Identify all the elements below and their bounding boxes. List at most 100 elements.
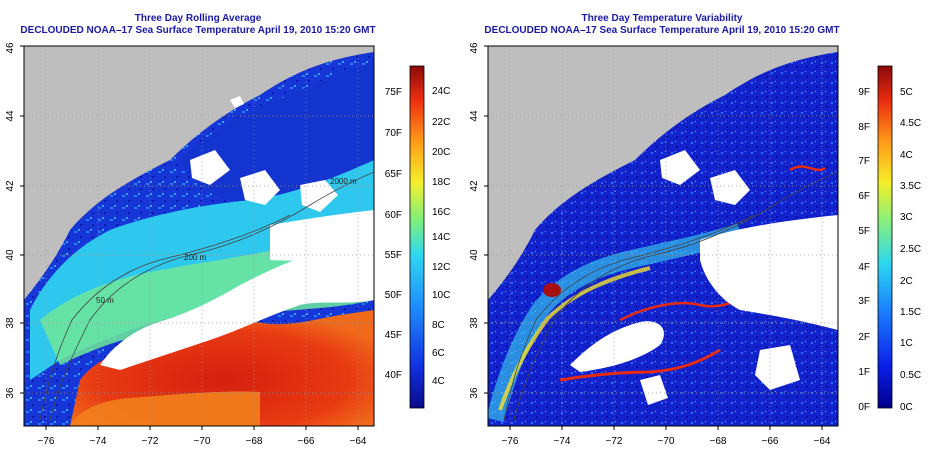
- y-tick-label: 44: [469, 110, 480, 122]
- colorbar-f-label: 50F: [385, 290, 402, 301]
- cloud-patch-2: [240, 170, 280, 205]
- contour-label-200m-a: 200 m: [184, 253, 207, 262]
- x-tick-label: −74: [554, 436, 571, 447]
- colorbar-c-label: 22C: [432, 117, 450, 128]
- cloud-patch-1: [190, 150, 230, 185]
- colorbar-f-label: 0F: [858, 402, 870, 413]
- colorbar-c-label: 14C: [432, 232, 450, 243]
- x-tick-label: −76: [38, 436, 55, 447]
- y-tick-label: 42: [469, 180, 480, 192]
- colorbar-f-label: 60F: [385, 210, 402, 221]
- colorbar-c-label: 2C: [900, 276, 913, 287]
- y-tick-label: 46: [5, 42, 16, 54]
- colorbar-c-label: 0C: [900, 402, 913, 413]
- colorbar-c-label: 2.5C: [900, 244, 921, 255]
- colorbar-c-label: 6C: [432, 348, 445, 359]
- right-map: [488, 46, 838, 426]
- x-tick-label: −76: [502, 436, 519, 447]
- shelf-variability-yellow: [498, 266, 651, 411]
- y-tick-label: 40: [5, 249, 16, 261]
- colorbar-f-label: 6F: [858, 191, 870, 202]
- x-tick-label: −68: [246, 436, 263, 447]
- x-tick-label: −70: [194, 436, 211, 447]
- right-map-frame: [487, 45, 839, 427]
- contour-label-50m: 50 m: [96, 296, 114, 305]
- cloud-mask: [570, 321, 664, 372]
- y-tick-label: 36: [469, 387, 480, 399]
- colorbar-c-label: 10C: [432, 290, 450, 301]
- colorbar-c-label: 0.5C: [900, 370, 921, 381]
- colorbar-f-label: 4F: [858, 262, 870, 273]
- left-colorbar: 75F 70F 65F 60F 55F 50F 45F 40F 24C 22C …: [385, 65, 450, 409]
- colorbar-f-label: 2F: [858, 332, 870, 343]
- colorbar-c-label: 4C: [900, 150, 913, 161]
- x-tick-label: −70: [658, 436, 675, 447]
- right-graticule: [488, 46, 838, 426]
- colorbar-c-label: 16C: [432, 207, 450, 218]
- colorbar-f-label: 8F: [858, 122, 870, 133]
- x-tick-label: −68: [710, 436, 727, 447]
- left-graticule: [24, 46, 374, 426]
- colorbar-f-label: 5F: [858, 226, 870, 237]
- colorbar-f-label: 55F: [385, 250, 402, 261]
- depth-contour-200m: [49, 171, 374, 421]
- colorbar-c-label: 4.5C: [900, 118, 921, 129]
- cloud-patch-1: [660, 150, 700, 185]
- right-x-axis: −76 −74 −72 −70 −68 −66 −64: [502, 426, 831, 447]
- y-tick-label: 40: [469, 249, 480, 261]
- x-tick-label: −64: [814, 436, 831, 447]
- gulf-stream-orange-edge: [70, 391, 260, 426]
- colorbar-f-label: 1F: [858, 367, 870, 378]
- y-tick-label: 36: [5, 387, 16, 399]
- colorbar-f-label: 3F: [858, 296, 870, 307]
- colorbar-f-label: 9F: [858, 87, 870, 98]
- colorbar-c-label: 8C: [432, 320, 445, 331]
- cloud-patch-3: [755, 345, 800, 390]
- cloud-patch-3: [300, 180, 338, 212]
- y-tick-label: 42: [5, 180, 16, 192]
- right-colorbar: 9F 8F 7F 6F 5F 4F 3F 2F 1F 0F 5C 4.5C 4C…: [858, 65, 921, 413]
- right-map-subtitle: DECLOUDED NOAA–17 Sea Surface Temperatur…: [484, 25, 840, 36]
- depth-contour-50m: [39, 214, 291, 421]
- cloud-patch-2: [710, 170, 750, 205]
- colorbar-f-label: 75F: [385, 87, 402, 98]
- y-tick-label: 46: [469, 42, 480, 54]
- cloud-mask: [100, 240, 374, 370]
- colorbar-c-label: 3C: [900, 212, 913, 223]
- left-map: 200 m 50 m 2000 m: [24, 46, 374, 426]
- x-tick-label: −72: [606, 436, 623, 447]
- depth-contour-50m: [503, 214, 755, 421]
- colorbar-f-label: 7F: [858, 156, 870, 167]
- colorbar-c-label: 24C: [432, 86, 450, 97]
- cloud-mask-east: [700, 215, 838, 330]
- right-y-axis: 36 38 40 42 44 46: [469, 42, 488, 399]
- thermal-front: [559, 348, 721, 382]
- colorbar-c-label: 4C: [432, 376, 445, 387]
- colorbar-c-label: 1C: [900, 338, 913, 349]
- colorbar-c-label: 18C: [432, 177, 450, 188]
- depth-contour-200m: [513, 171, 838, 421]
- colorbar-c-label: 1.5C: [900, 307, 921, 318]
- colorbar-c-label: 20C: [432, 147, 450, 158]
- colorbar-c-label: 5C: [900, 87, 913, 98]
- ocean-area: [488, 52, 838, 426]
- colorbar-f-label: 70F: [385, 128, 402, 139]
- colorbar-f-label: 45F: [385, 330, 402, 341]
- x-tick-label: −66: [762, 436, 779, 447]
- left-y-axis: 36 38 40 42 44 46: [5, 42, 24, 399]
- colorbar-c-label: 3.5C: [900, 181, 921, 192]
- contour-label-2000m: 2000 m: [330, 177, 357, 186]
- cloud-mask-east: [270, 210, 374, 261]
- x-tick-label: −72: [142, 436, 159, 447]
- cold-gulf-water: [180, 62, 374, 201]
- colorbar-f-label: 65F: [385, 169, 402, 180]
- left-map-title: Three Day Rolling Average: [134, 13, 262, 24]
- x-tick-label: −74: [90, 436, 107, 447]
- cloud-patch-4: [640, 375, 668, 405]
- left-map-frame: [23, 45, 375, 427]
- colorbar-c-label: 12C: [432, 262, 450, 273]
- left-map-subtitle: DECLOUDED NOAA–17 Sea Surface Temperatur…: [20, 25, 376, 36]
- x-tick-label: −66: [298, 436, 315, 447]
- thermal-front-3: [789, 165, 826, 172]
